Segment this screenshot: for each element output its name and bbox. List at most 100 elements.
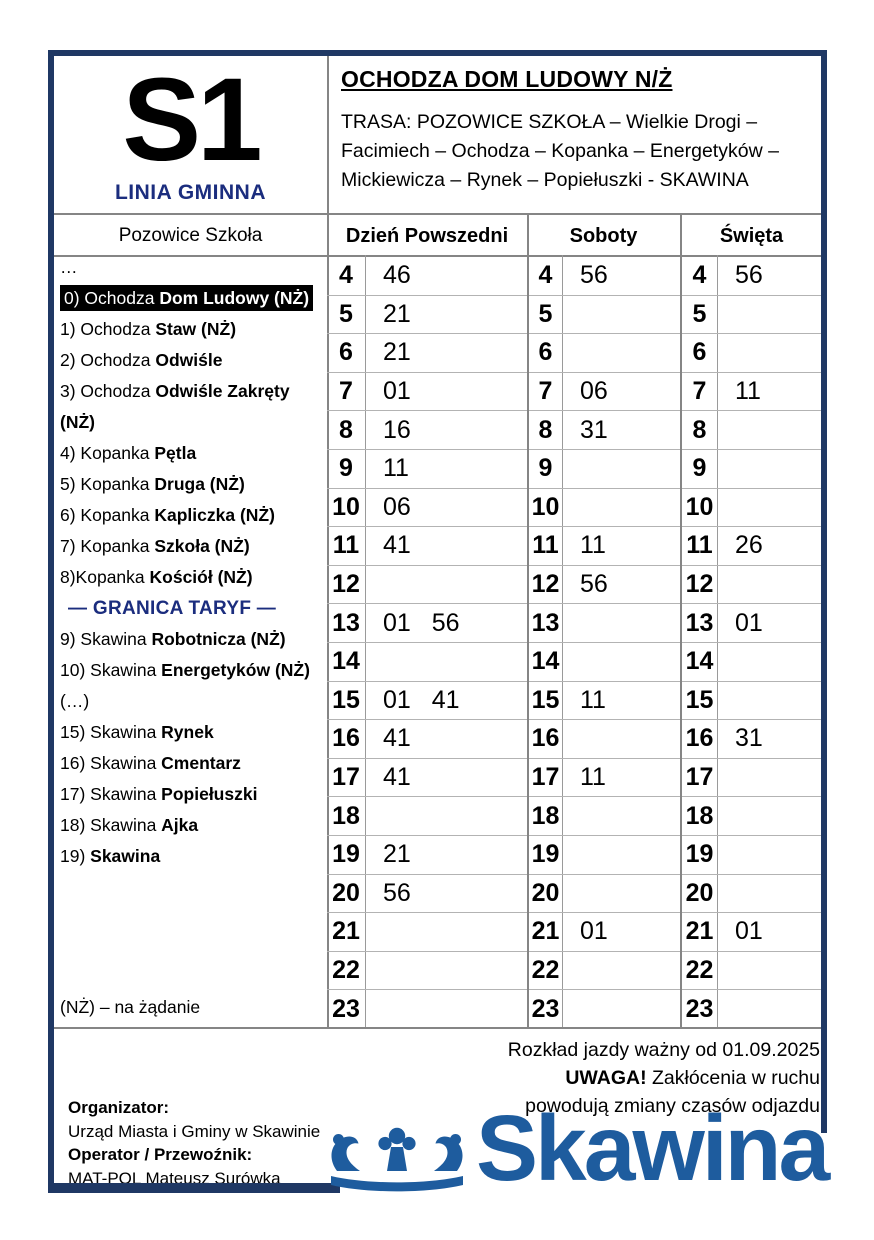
hour-cell: 5 — [339, 299, 353, 328]
stop-name: Dom Ludowy (NŻ) — [159, 288, 310, 308]
timetable-row: 8 16 — [327, 411, 527, 450]
timetable-row: 13 — [529, 604, 680, 643]
stop-name: Robotnicza (NŻ) — [151, 629, 286, 649]
minutes-cell: 21 — [383, 338, 411, 367]
stop-name: Staw (NŻ) — [155, 319, 237, 339]
crown-icon — [327, 1126, 467, 1197]
timetable-row: 18 — [529, 797, 680, 836]
hour-cell: 20 — [685, 878, 714, 907]
hour-cell: 11 — [686, 531, 713, 560]
stop-item: … — [60, 257, 78, 277]
stop-prefix: 2) Ochodza — [60, 350, 156, 370]
frame-border-top — [48, 50, 827, 56]
minutes-cell: 11 — [735, 377, 761, 406]
timetable-row: 7 06 — [529, 373, 680, 412]
footer-notes: Rozkład jazdy ważny od 01.09.2025 UWAGA!… — [508, 1036, 820, 1120]
stop-name: Pętla — [154, 443, 197, 463]
timetable-row: 15 01 41 — [327, 682, 527, 721]
stop-name: Skawina — [90, 846, 161, 866]
timetable-row: 17 — [682, 759, 823, 798]
timetable-row: 5 21 — [327, 296, 527, 335]
divider-saturday-holiday — [680, 213, 682, 1027]
minutes-cell: 01 — [580, 917, 608, 946]
warning-note-line2: powodują zmiany czasów odjazdu — [525, 1095, 820, 1117]
hour-cell: 14 — [531, 647, 560, 676]
hour-cell: 7 — [339, 377, 353, 406]
hour-cell: 13 — [531, 608, 560, 637]
hour-cell: 15 — [531, 685, 560, 714]
day-header-saturday: Soboty — [569, 225, 638, 247]
stop-name: Odwiśle — [155, 350, 223, 370]
stop-prefix: 9) Skawina — [60, 629, 152, 649]
warning-note-line1: UWAGA! Zakłócenia w ruchu — [508, 1064, 820, 1092]
frame-border-right — [821, 50, 827, 1133]
stops-column-header: Pozowice Szkoła — [118, 225, 263, 246]
hour-cell: 18 — [531, 801, 560, 830]
stop-name: Cmentarz — [161, 753, 241, 773]
hour-cell: 23 — [332, 995, 360, 1024]
hour-cell: 22 — [332, 955, 360, 984]
stop-item: 4) Kopanka Pętla — [60, 438, 326, 469]
timetable-row: 10 06 — [327, 489, 527, 528]
timetable-row: 19 — [682, 836, 823, 875]
stop-prefix: 6) Kopanka — [60, 505, 155, 525]
stop-prefix: 8)Kopanka — [60, 567, 150, 587]
timetable-row: 22 — [327, 952, 527, 991]
hour-cell: 21 — [332, 917, 360, 946]
hour-cell: 9 — [692, 454, 707, 483]
hour-cell: 8 — [538, 415, 553, 444]
timetable-row: 4 56 — [682, 257, 823, 296]
stop-prefix: 3) Ochodza — [60, 381, 156, 401]
timetable-row: 23 — [529, 990, 680, 1029]
hour-cell: 19 — [332, 840, 360, 869]
line-header: S1 LINIA GMINNA — [54, 56, 327, 213]
timetable-row: 7 11 — [682, 373, 823, 412]
minutes-cell: 01 — [735, 608, 763, 637]
timetable-row: 18 — [682, 797, 823, 836]
minutes-cell: 01 — [383, 377, 411, 406]
timetable-row: 16 31 — [682, 720, 823, 759]
hour-cell: 23 — [531, 995, 560, 1024]
timetable-row: 22 — [682, 952, 823, 991]
hour-cell: 10 — [332, 492, 360, 521]
minutes-cell: 56 — [383, 878, 411, 907]
hour-cell: 12 — [685, 570, 714, 599]
stop-item: 6) Kopanka Kapliczka (NŻ) — [60, 500, 326, 531]
day-header-weekday: Dzień Powszedni — [345, 225, 509, 247]
operator-name: MAT-POL Mateusz Surówka — [68, 1168, 281, 1188]
warning-emphasis: UWAGA! — [565, 1067, 647, 1089]
tariff-divider: — GRANICA TARYF — — [68, 598, 277, 619]
timetable-row: 21 — [327, 913, 527, 952]
timetable-block-holiday: 4 56 5 6 7 11 8 9 10 11 26 12 13 01 14 15 16 31 17 18 19 20 21… — [682, 257, 823, 1029]
timetable-row: 20 — [682, 875, 823, 914]
stop-prefix: 19) — [60, 846, 91, 866]
hour-cell: 9 — [339, 454, 353, 483]
timetable-row: 6 21 — [327, 334, 527, 373]
route-text: TRASA: POZOWICE SZKOŁA – Wielkie Drogi –… — [341, 111, 779, 191]
stop-name: Szkoła (NŻ) — [154, 536, 250, 556]
minutes-cell: 41 — [383, 724, 411, 753]
timetable-row: 16 — [529, 720, 680, 759]
minutes-cell: 56 — [735, 261, 763, 290]
stop-item: 18) Skawina Ajka — [60, 810, 326, 841]
timetable-row: 12 — [327, 566, 527, 605]
line-type-label: LINIA GMINNA — [114, 180, 267, 204]
stop-prefix: 5) Kopanka — [60, 474, 155, 494]
timetable-row: 14 — [682, 643, 823, 682]
direction-header: OCHODZA DOM LUDOWY N/Ż TRASA: POZOWICE S… — [341, 56, 823, 213]
minutes-cell: 16 — [383, 415, 411, 444]
timetable-row: 11 41 — [327, 527, 527, 566]
stop-prefix: 0) Ochodza — [64, 288, 160, 308]
hour-cell: 20 — [332, 878, 360, 907]
stop-item: 16) Skawina Cmentarz — [60, 748, 326, 779]
stop-item: 19) Skawina — [60, 841, 326, 872]
stop-item: (…) — [60, 691, 90, 711]
minutes-cell: 11 — [580, 685, 606, 714]
hour-cell: 8 — [339, 415, 353, 444]
minutes-cell: 31 — [580, 415, 608, 444]
stop-item: 9) Skawina Robotnicza (NŻ) — [60, 624, 326, 655]
hour-cell: 11 — [532, 531, 559, 560]
stop-name: Kościół (NŻ) — [149, 567, 253, 587]
stop-item: 10) Skawina Energetyków (NŻ) — [60, 655, 326, 686]
hour-cell: 21 — [531, 917, 560, 946]
